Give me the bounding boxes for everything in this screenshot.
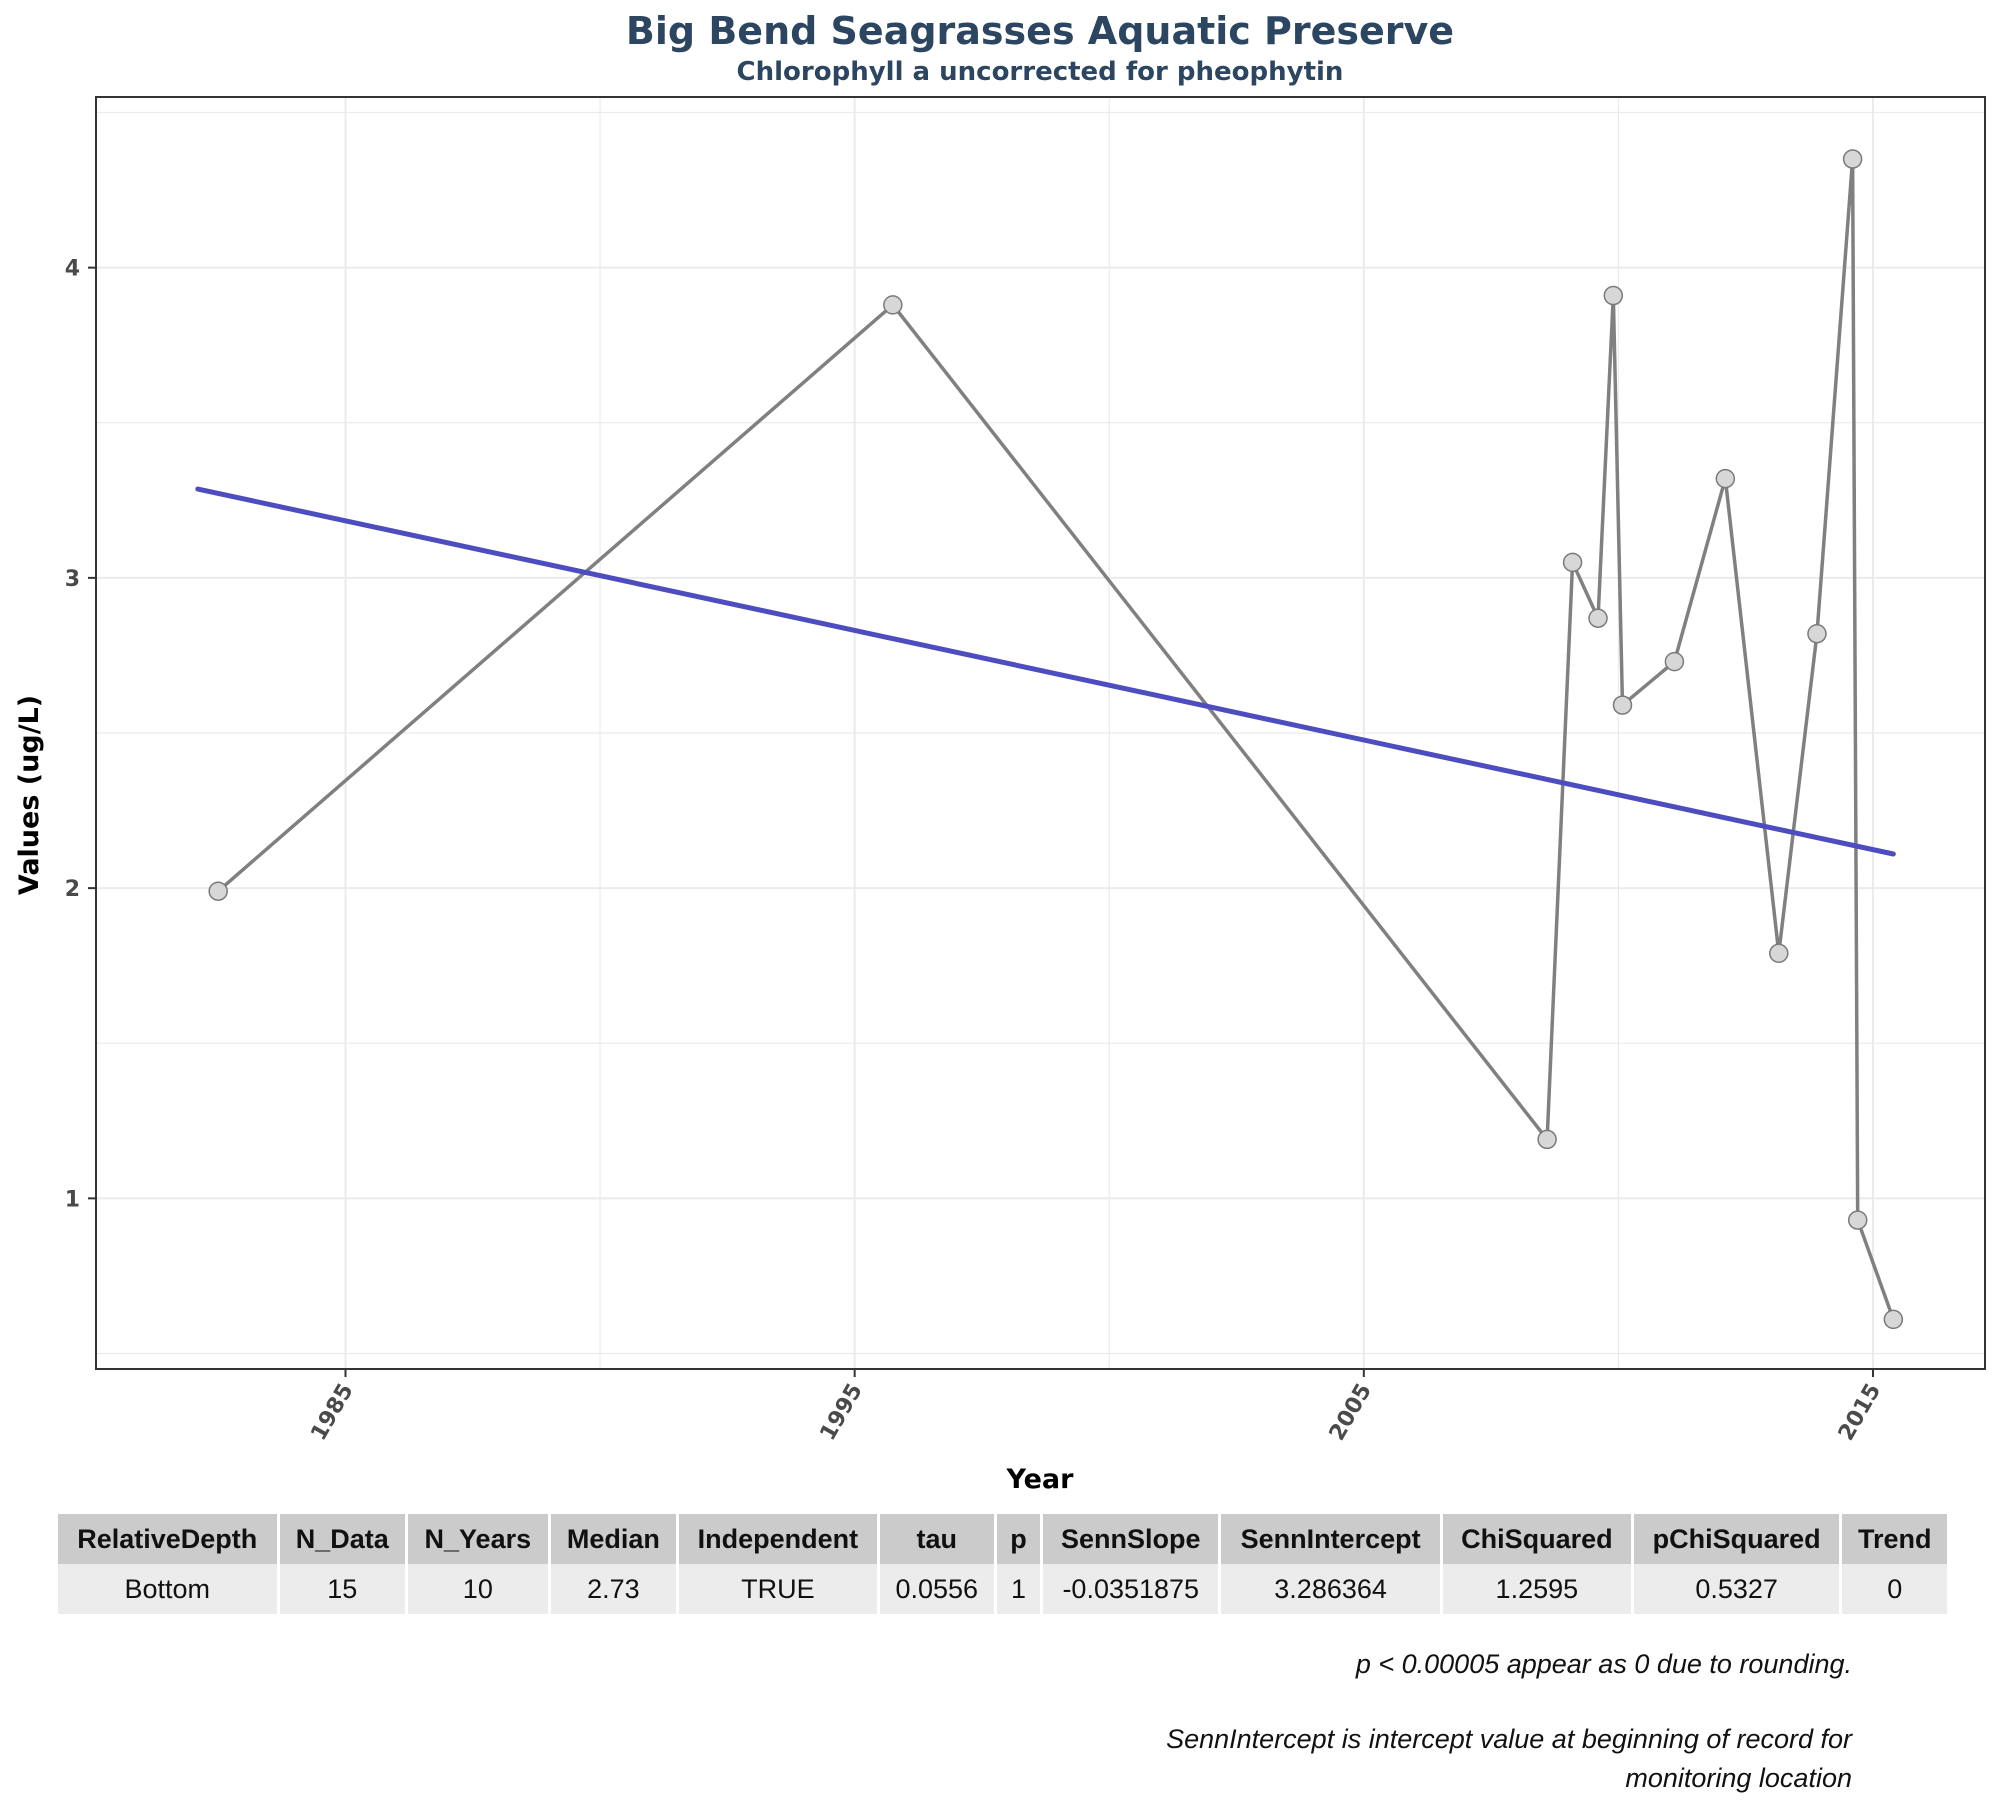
data-point [208, 881, 228, 901]
table-cell: 1 [996, 1564, 1041, 1614]
chart-subtitle: Chlorophyll a uncorrected for pheophytin [737, 57, 1344, 87]
table-header-cell: Trend [1842, 1514, 1947, 1564]
trend-segment [195, 486, 1896, 857]
x-tick-label: 1985 [306, 1380, 358, 1446]
grid [96, 97, 1985, 1369]
stats-body: Bottom 15 10 2.73 TRUE 0.0556 1 -0.0351875 3.286… [58, 1564, 1947, 1614]
table-cell: Bottom [58, 1564, 277, 1614]
rounding-note: p < 0.00005 appear as 0 due to rounding. [1355, 1649, 1852, 1679]
table-cell: 10 [407, 1564, 548, 1614]
table-cell: 0.0556 [879, 1564, 994, 1614]
table-cell: 1.2595 [1442, 1564, 1631, 1614]
data-point [1842, 149, 1863, 169]
y-tick-label: 3 [65, 567, 80, 592]
y-tick-label: 1 [65, 1187, 80, 1212]
table-cell: 3.286364 [1221, 1564, 1440, 1614]
data-point [883, 295, 903, 315]
table-row: Bottom 15 10 2.73 TRUE 0.0556 1 -0.0351875 3.286… [58, 1564, 1947, 1614]
x-tick-label: 1995 [816, 1380, 868, 1446]
data-point [1537, 1129, 1557, 1150]
intercept-note: SennIntercept is intercept value at begi… [1166, 1724, 1852, 1793]
table-header-cell: N_Data [279, 1514, 405, 1564]
table-header-cell: tau [879, 1514, 994, 1564]
stats-table: RelativeDepth N_Data N_Years Median Independ… [55, 1514, 1950, 1614]
data-point [1562, 552, 1583, 573]
x-tick-label: 2005 [1325, 1380, 1377, 1446]
data-point [1769, 943, 1789, 964]
table-header-cell: N_Years [407, 1514, 548, 1564]
trend-line [195, 486, 1896, 857]
y-axis-title: Values (ug/L) [14, 695, 45, 895]
series-line [217, 157, 1895, 1320]
x-axis-title: Year [1006, 1464, 1075, 1495]
data-point [1807, 623, 1827, 644]
table-header-cell: p [996, 1514, 1041, 1564]
chart: Big Bend Seagrasses Aquatic Preserve Chl… [14, 9, 1986, 1495]
table-header-cell: Independent [679, 1514, 877, 1564]
table-cell: TRUE [679, 1564, 877, 1614]
table-header-cell: pChiSquared [1633, 1514, 1840, 1564]
y-tick-label: 4 [65, 257, 80, 282]
plot-frame [95, 96, 1986, 1370]
data-point [1715, 468, 1736, 489]
data-point [1664, 651, 1685, 672]
data-point [1847, 1210, 1868, 1230]
table-header-cell: SennSlope [1043, 1514, 1219, 1564]
axis-ticks: 1985 1995 2005 2015 1 2 3 4 [65, 257, 1886, 1445]
table-cell: 15 [279, 1564, 405, 1614]
data-point [1612, 695, 1633, 715]
chart-title: Big Bend Seagrasses Aquatic Preserve [626, 9, 1454, 53]
table-cell: 2.73 [550, 1564, 677, 1614]
data-point [1603, 285, 1624, 306]
table-header-cell: SennIntercept [1221, 1514, 1440, 1564]
data-point [1883, 1309, 1904, 1330]
table-header-cell: RelativeDepth [58, 1514, 277, 1564]
table-cell: 0 [1842, 1564, 1947, 1614]
table-header-cell: Median [550, 1514, 677, 1564]
x-tick-label: 2015 [1834, 1380, 1886, 1446]
data-points [208, 149, 1904, 1330]
series-polyline [217, 157, 1895, 1320]
table-cell: 0.5327 [1633, 1564, 1840, 1614]
table-header-cell: ChiSquared [1442, 1514, 1631, 1564]
stats-header-row: RelativeDepth N_Data N_Years Median Independ… [58, 1514, 1947, 1564]
y-tick-label: 2 [65, 877, 80, 902]
table-cell: -0.0351875 [1043, 1564, 1219, 1614]
data-point [1588, 608, 1608, 628]
